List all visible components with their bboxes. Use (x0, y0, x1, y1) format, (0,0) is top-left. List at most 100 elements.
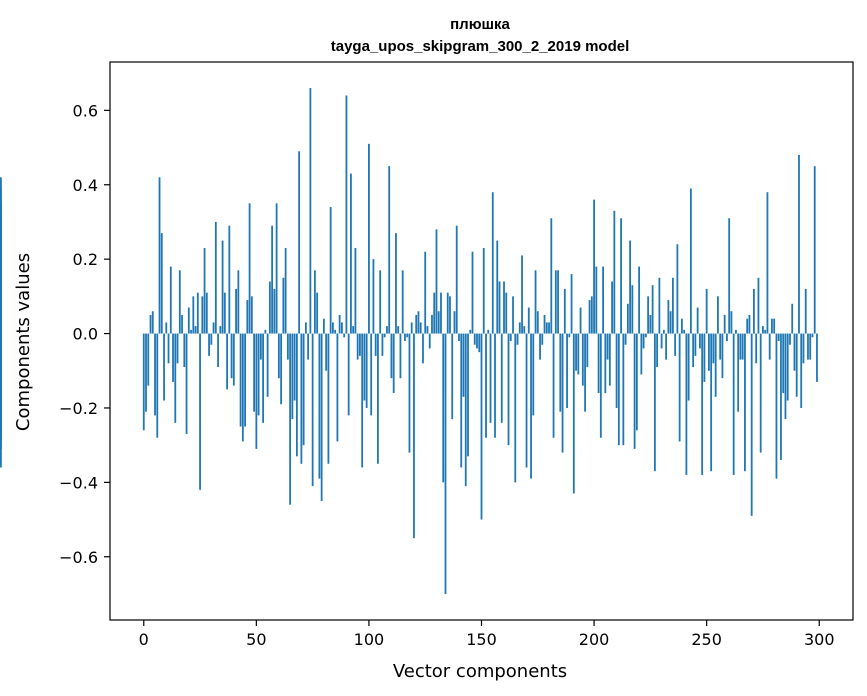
bar (322, 318, 325, 334)
bar (717, 296, 719, 334)
bar (723, 314, 726, 334)
bar (744, 333, 746, 472)
bar (599, 333, 602, 438)
bar (602, 266, 604, 334)
bar (444, 333, 447, 594)
bar (356, 333, 359, 360)
bar (789, 333, 791, 345)
bar (262, 333, 264, 423)
bar (392, 333, 395, 394)
bar (176, 333, 179, 364)
bar (226, 333, 228, 390)
bar (368, 143, 370, 334)
bar (804, 288, 807, 334)
bar (548, 322, 550, 334)
bar (235, 288, 237, 334)
bar (386, 326, 388, 334)
bar (809, 333, 812, 360)
bar (579, 307, 582, 334)
bar (0, 322, 2, 334)
bar (350, 173, 352, 334)
bar (374, 333, 377, 356)
x-tick-label: 150 (466, 630, 497, 649)
bar (498, 281, 501, 334)
bar (620, 218, 622, 334)
bar (518, 322, 521, 334)
x-tick-label: 250 (691, 630, 722, 649)
bar (588, 300, 591, 334)
bar (451, 333, 454, 420)
bar (689, 188, 692, 334)
bar (505, 292, 508, 334)
y-tick-label: 0.2 (73, 250, 98, 269)
bar (647, 296, 650, 334)
bar (338, 314, 341, 334)
bar (370, 333, 373, 416)
bar (532, 333, 535, 416)
bar (703, 333, 706, 382)
bar (471, 251, 474, 334)
bar (494, 333, 496, 438)
bar (635, 333, 638, 431)
bar (185, 333, 188, 434)
bar (568, 333, 571, 338)
bar (543, 314, 546, 334)
bar (388, 166, 391, 334)
chart-subtitle: tayga_upos_skipgram_300_2_2019 model (331, 38, 630, 55)
bar (428, 333, 431, 349)
bar (257, 333, 260, 416)
bar (512, 296, 514, 334)
bar (566, 333, 568, 408)
bar (422, 333, 424, 364)
y-tick-label: 0.4 (73, 176, 98, 195)
bar (365, 333, 368, 408)
bar (273, 288, 276, 334)
bar (275, 203, 278, 334)
bar (212, 322, 215, 334)
bar (192, 296, 195, 334)
bar (172, 333, 174, 382)
bar (277, 333, 280, 379)
bar (777, 333, 780, 341)
chart-title: плюшка (450, 16, 510, 33)
bar (169, 266, 172, 334)
bar (244, 333, 246, 427)
bar (694, 333, 697, 356)
y-tick-label: −0.2 (59, 399, 98, 418)
bar (491, 192, 494, 334)
bar (669, 311, 672, 334)
bar (354, 248, 357, 334)
bar (404, 333, 406, 341)
bar (559, 333, 562, 412)
bar (536, 311, 539, 334)
bar (343, 333, 346, 338)
bar (615, 333, 618, 408)
bar (289, 333, 292, 505)
plot-frame (109, 61, 854, 621)
bar (199, 333, 201, 490)
bar (174, 333, 177, 423)
bar (154, 333, 156, 416)
bar (611, 281, 613, 334)
bar (798, 155, 800, 334)
bar (230, 333, 233, 379)
bar (453, 311, 456, 334)
bar (446, 292, 449, 334)
bar (399, 333, 402, 379)
bar (658, 277, 661, 334)
bar (608, 333, 611, 386)
bar (784, 333, 787, 420)
bar (397, 326, 400, 334)
bar (557, 270, 559, 334)
bar (525, 333, 528, 468)
bar (773, 318, 776, 334)
bar (476, 333, 478, 349)
bar (613, 210, 616, 334)
bar (480, 333, 483, 520)
bar (800, 333, 803, 408)
bar (629, 240, 631, 334)
bar (737, 333, 740, 412)
bar (0, 214, 2, 334)
bar (167, 333, 170, 364)
bar (802, 333, 805, 364)
